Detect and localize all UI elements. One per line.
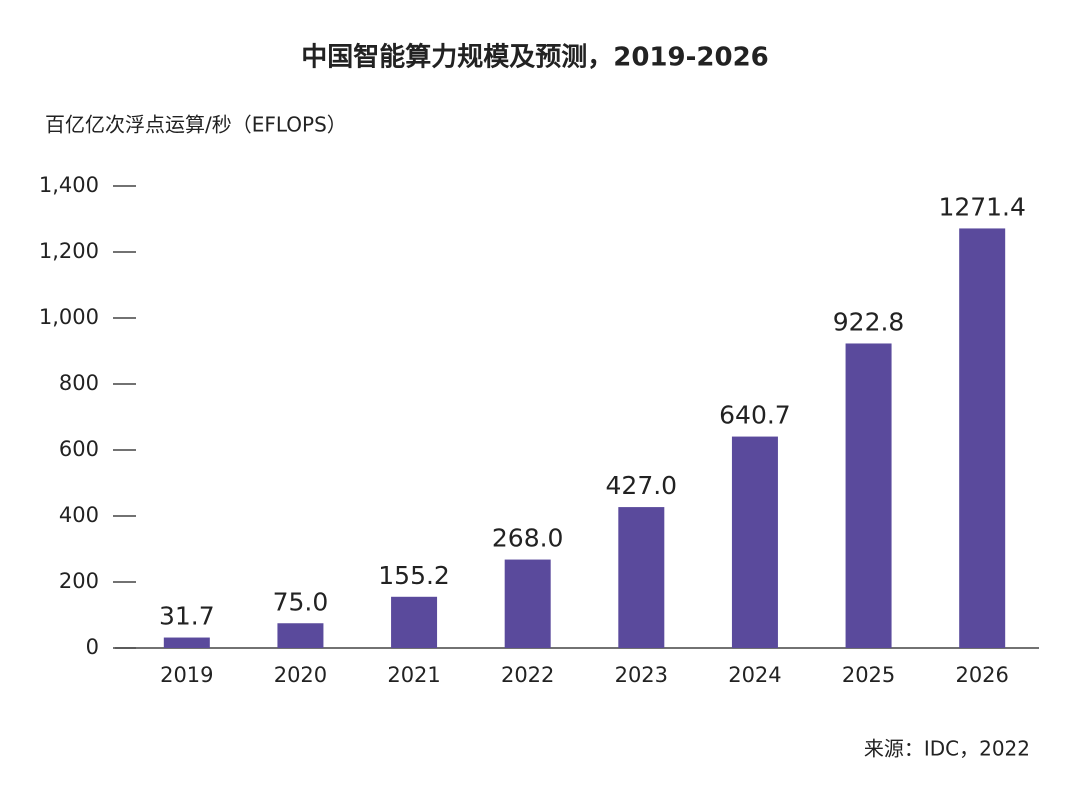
y-tick-label: 200 (59, 569, 99, 593)
y-tick-label: 1,200 (39, 239, 99, 263)
value-label: 155.2 (378, 561, 450, 590)
x-tick-label: 2022 (501, 663, 554, 687)
bar (618, 507, 665, 648)
x-tick-label: 2026 (955, 663, 1008, 687)
y-tick-label: 1,400 (39, 173, 99, 197)
y-axis-label: 百亿亿次浮点运算/秒（EFLOPS） (45, 113, 347, 137)
x-tick-label: 2020 (274, 663, 327, 687)
chart-title: 中国智能算力规模及预测，2019-2026 (301, 42, 769, 73)
x-tick-label: 2024 (728, 663, 781, 687)
value-label: 75.0 (273, 587, 329, 616)
source-note: 来源：IDC，2022 (864, 737, 1030, 761)
value-label: 31.7 (159, 602, 215, 631)
bar (731, 436, 778, 648)
x-tick-label: 2019 (160, 663, 213, 687)
bar (277, 623, 324, 648)
value-label: 1271.4 (938, 192, 1025, 221)
value-label: 268.0 (492, 524, 564, 553)
bar (163, 637, 210, 648)
x-tick-label: 2021 (387, 663, 440, 687)
bar (845, 343, 892, 648)
x-tick-label: 2025 (842, 663, 895, 687)
value-label: 922.8 (833, 307, 905, 336)
y-tick-label: 0 (86, 635, 99, 659)
y-tick-label: 800 (59, 371, 99, 395)
bar (391, 596, 438, 648)
bar (959, 228, 1006, 649)
bar (504, 559, 551, 648)
y-tick-label: 400 (59, 503, 99, 527)
x-tick-label: 2023 (615, 663, 668, 687)
y-tick-label: 1,000 (39, 305, 99, 329)
y-tick-label: 600 (59, 437, 99, 461)
value-label: 427.0 (606, 471, 678, 500)
value-label: 640.7 (719, 401, 791, 430)
